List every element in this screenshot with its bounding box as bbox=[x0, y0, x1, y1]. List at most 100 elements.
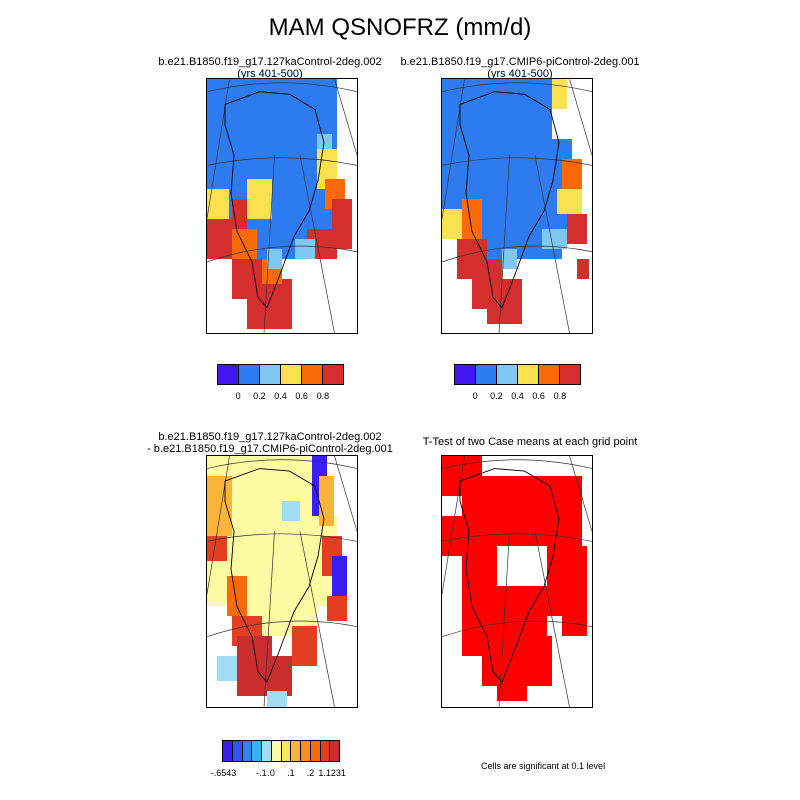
greenland-coastline bbox=[224, 91, 325, 309]
grid-cell bbox=[295, 239, 315, 259]
colorbar-swatch bbox=[497, 365, 518, 384]
grid-cell bbox=[462, 476, 582, 546]
colorbar-swatch bbox=[223, 741, 233, 761]
longitude-line bbox=[207, 456, 230, 595]
longitude-line bbox=[334, 79, 357, 156]
longitude-line bbox=[263, 531, 275, 707]
colorbar-picontrol bbox=[454, 364, 581, 385]
grid-cell bbox=[247, 279, 292, 329]
grid-cell bbox=[217, 656, 237, 681]
colorbar-tick-label: -.6543 bbox=[210, 768, 237, 778]
colorbar-tick-label: .2 bbox=[306, 768, 315, 778]
grid-cell bbox=[252, 656, 292, 696]
grid-cell bbox=[552, 79, 567, 109]
greenland-coastline bbox=[459, 91, 560, 309]
grid-cell bbox=[207, 189, 229, 219]
longitude-line bbox=[498, 531, 510, 707]
grid-cell bbox=[207, 536, 227, 561]
grid-cell bbox=[547, 546, 587, 616]
grid-cell bbox=[327, 596, 347, 621]
graticule bbox=[207, 456, 357, 707]
panel1-title-line2: (yrs 401-500) bbox=[237, 68, 303, 80]
longitude-line bbox=[299, 155, 335, 333]
grid-cells bbox=[207, 79, 352, 329]
grid-cells bbox=[207, 456, 347, 707]
grid-cell bbox=[577, 259, 589, 279]
colorbar-tick-label: 0.2 bbox=[490, 391, 503, 401]
grid-cell bbox=[332, 556, 347, 596]
colorbar-swatch bbox=[218, 365, 239, 384]
latitude-line bbox=[442, 620, 592, 638]
longitude-line bbox=[442, 79, 465, 219]
graticule bbox=[207, 79, 357, 333]
latitude-line bbox=[207, 82, 357, 93]
panel2-title: b.e21.B1850.f19_g17.CMIP6-piControl-2deg… bbox=[380, 56, 660, 80]
greenland-coastline bbox=[224, 468, 325, 683]
latitude-line bbox=[207, 245, 357, 263]
colorbar-swatch bbox=[560, 365, 580, 384]
longitude-line bbox=[442, 456, 465, 595]
grid-cell bbox=[282, 501, 300, 521]
longitude-line bbox=[498, 155, 510, 333]
colorbar-swatch bbox=[281, 365, 302, 384]
colorbar-swatch bbox=[242, 741, 253, 761]
grid-cell bbox=[442, 79, 552, 149]
longitude-line bbox=[334, 456, 357, 532]
grid-cell bbox=[292, 626, 317, 666]
colorbar-swatch bbox=[262, 741, 272, 761]
latitude-line bbox=[207, 533, 357, 542]
latitude-line bbox=[442, 157, 592, 166]
map-panel-picontrol bbox=[441, 78, 593, 334]
colorbar-tick-label: 1.1231 bbox=[318, 768, 346, 778]
colorbar-tick-label: .0 bbox=[267, 768, 275, 778]
colorbar-swatch bbox=[281, 741, 292, 761]
grid-cell bbox=[319, 476, 334, 526]
colorbar-swatch bbox=[260, 365, 281, 384]
grid-cell bbox=[227, 576, 247, 616]
colorbar-tick-label: 0 bbox=[472, 391, 478, 401]
figure-title: MAM QSNOFRZ (mm/d) bbox=[268, 14, 532, 41]
latitude-line bbox=[442, 533, 592, 542]
grid-cell bbox=[502, 249, 517, 269]
colorbar-swatch bbox=[455, 365, 476, 384]
colorbar-swatch bbox=[252, 741, 262, 761]
greenland-coastline bbox=[459, 468, 560, 683]
colorbar-swatch bbox=[301, 741, 311, 761]
panel4-title-line1: T-Test of two Case means at each grid po… bbox=[422, 436, 638, 448]
colorbar-swatch bbox=[476, 365, 497, 384]
longitude-line bbox=[299, 531, 335, 707]
colorbar-tick-label: -.1 bbox=[256, 768, 267, 778]
panel3-title-line1: b.e21.B1850.f19_g17.127kaControl-2deg.00… bbox=[158, 431, 382, 443]
longitude-line bbox=[534, 155, 570, 333]
panel1-title-line1: b.e21.B1850.f19_g17.127kaControl-2deg.00… bbox=[158, 56, 382, 68]
colorbar-swatch bbox=[323, 365, 343, 384]
grid-cell bbox=[557, 189, 582, 214]
graticule bbox=[442, 456, 592, 707]
longitude-line bbox=[263, 155, 275, 333]
panel3-title-line2: - b.e21.B1850.f19_g17.CMIP6-piControl-2d… bbox=[147, 443, 393, 455]
grid-cell bbox=[562, 159, 582, 189]
grid-cell bbox=[462, 199, 482, 239]
longitude-line bbox=[207, 79, 230, 219]
grid-cell bbox=[267, 691, 287, 707]
longitude-line bbox=[534, 531, 570, 707]
grid-cell bbox=[247, 179, 272, 219]
colorbar-tick-label: 0.8 bbox=[553, 391, 567, 401]
panel3-title: b.e21.B1850.f19_g17.127kaControl-2deg.00… bbox=[130, 431, 410, 455]
colorbar-swatch bbox=[302, 365, 323, 384]
grid-cell bbox=[317, 134, 332, 149]
colorbar-tick-label: 0.4 bbox=[511, 391, 524, 401]
grid-cell bbox=[542, 229, 567, 249]
colorbar-tick-label: 0.4 bbox=[274, 391, 287, 401]
grid-cell bbox=[207, 476, 232, 536]
colorbar-tick-label: 0.8 bbox=[316, 391, 330, 401]
colorbar-swatch bbox=[310, 741, 321, 761]
colorbar-difference bbox=[222, 740, 340, 762]
colorbar-tick-label: .1 bbox=[287, 768, 295, 778]
panel2-title-line2: (yrs 401-500) bbox=[487, 68, 553, 80]
colorbar-tick-label: 0.6 bbox=[295, 391, 308, 401]
colorbar-swatch bbox=[539, 365, 560, 384]
grid-cell bbox=[497, 681, 527, 701]
latitude-line bbox=[442, 82, 592, 93]
latitude-line bbox=[442, 245, 592, 263]
